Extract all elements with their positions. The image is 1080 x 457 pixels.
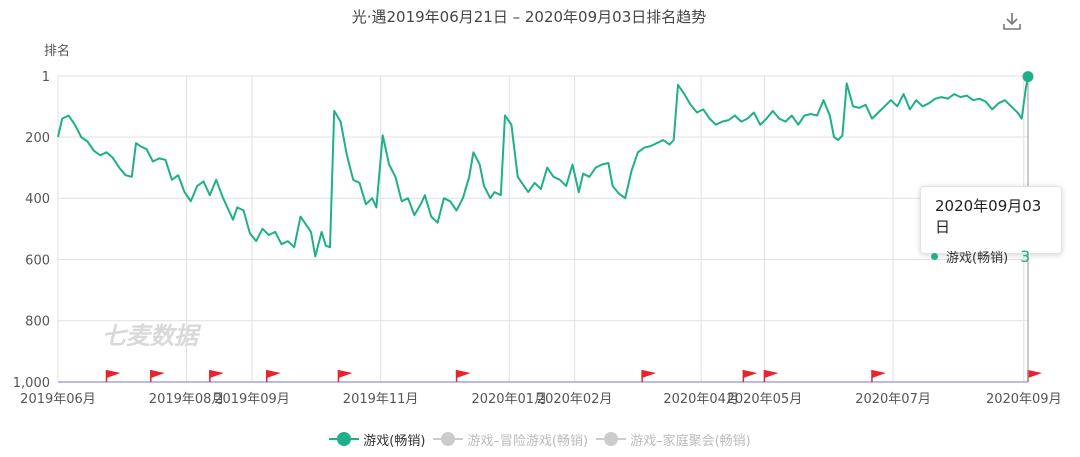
tooltip: 2020年09月03日 游戏(畅销) 3 — [920, 186, 1062, 266]
flag-cloth — [338, 370, 353, 378]
x-tick-label: 2020年09月 — [986, 392, 1062, 407]
flag-cloth — [1028, 370, 1042, 378]
legend-marker-icon — [433, 432, 464, 446]
red-flag-icon[interactable] — [871, 370, 886, 382]
flag-cloth — [209, 370, 224, 378]
legend: 游戏(畅销) 游戏–冒险游戏(畅销) 游戏–家庭聚会(畅销) — [0, 428, 1080, 450]
x-tick-label: 2019年11月 — [343, 392, 419, 407]
x-tick-label: 2019年06月 — [20, 392, 96, 407]
flag-cloth — [764, 370, 779, 378]
red-flag-icon[interactable] — [105, 370, 121, 382]
grid-lines — [57, 75, 1028, 382]
series-dot-icon — [931, 253, 938, 260]
y-tick-label: 1,000 — [13, 376, 50, 391]
red-flag-icon[interactable] — [1027, 370, 1042, 382]
red-flag-icon[interactable] — [337, 370, 353, 382]
legend-marker-icon — [329, 432, 360, 446]
x-tick-label: 2020年07月 — [855, 392, 931, 407]
download-icon[interactable] — [1001, 10, 1023, 32]
red-flag-icon[interactable] — [150, 370, 165, 382]
legend-item-game-bestseller[interactable]: 游戏(畅销) — [329, 430, 425, 449]
tooltip-series-name: 游戏(畅销) — [946, 251, 1009, 266]
y-tick-label: 600 — [25, 253, 50, 268]
x-tick-label: 2020年05月 — [727, 392, 803, 407]
y-axis-ticks: 1 200 400 600 800 1,000 — [13, 70, 50, 391]
red-flag-icon[interactable] — [266, 370, 281, 382]
event-flags[interactable] — [105, 370, 1043, 382]
y-tick-label: 1 — [42, 70, 50, 85]
legend-label: 游戏–家庭聚会(畅销) — [630, 433, 751, 449]
red-flag-icon[interactable] — [742, 370, 758, 382]
x-tick-label: 2020年01月 — [471, 392, 547, 407]
series-layer — [57, 76, 1029, 258]
red-flag-icon[interactable] — [641, 370, 657, 382]
watermark: 七麦数据 — [102, 322, 202, 350]
y-tick-label: 400 — [25, 192, 50, 207]
flag-cloth — [743, 370, 758, 378]
flag-cloth — [456, 370, 471, 378]
y-axis-title: 排名 — [44, 43, 70, 59]
flag-cloth — [266, 370, 281, 378]
legend-marker-icon — [596, 432, 627, 446]
flag-cloth — [106, 370, 121, 378]
red-flag-icon[interactable] — [455, 370, 471, 382]
x-tick-label: 2019年08月 — [149, 392, 225, 407]
legend-item-adventure-bestseller[interactable]: 游戏–冒险游戏(畅销) — [433, 430, 588, 449]
flag-cloth — [642, 370, 657, 378]
series-line-0 — [57, 76, 1029, 258]
red-flag-icon[interactable] — [763, 370, 779, 382]
x-tick-label: 2020年02月 — [537, 392, 613, 407]
tooltip-row: 游戏(畅销) 3 — [931, 247, 1051, 266]
x-tick-label: 2020年04月 — [663, 392, 739, 407]
flag-cloth — [871, 370, 886, 378]
legend-label: 游戏(畅销) — [363, 433, 426, 449]
legend-label: 游戏–冒险游戏(畅销) — [467, 433, 589, 449]
red-flag-icon[interactable] — [209, 370, 224, 382]
x-tick-label: 2019年09月 — [214, 392, 290, 407]
active-data-point[interactable] — [1022, 71, 1034, 83]
tooltip-date: 2020年09月03日 — [935, 197, 1042, 236]
y-tick-label: 800 — [25, 315, 50, 330]
tooltip-value: 3 — [1020, 247, 1031, 266]
legend-item-family-bestseller[interactable]: 游戏–家庭聚会(畅销) — [596, 430, 751, 449]
y-tick-label: 200 — [25, 131, 50, 146]
chart-title: 光·遇2019年06月21日 – 2020年09月03日排名趋势 — [352, 8, 707, 26]
flag-cloth — [150, 370, 165, 378]
